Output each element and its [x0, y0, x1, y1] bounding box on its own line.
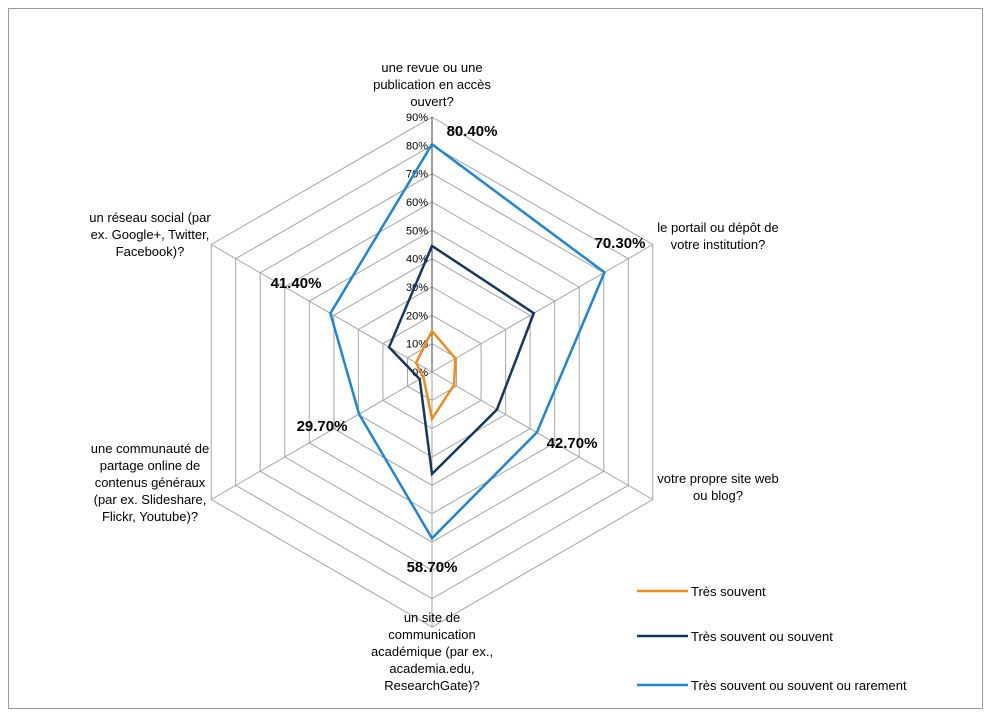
axis-label-line: ex. Google+, Twitter,: [91, 227, 210, 242]
axis-labels: une revue ou une publication en accès ouve…: [89, 60, 778, 693]
axis-label-line: un réseau social (par: [89, 210, 211, 225]
axis-label-line: ouvert?: [410, 94, 453, 109]
axis-label-line: partage online de: [100, 458, 200, 473]
axis-label-line: le portail ou dépôt de: [657, 220, 778, 235]
data-label: 29.70%: [297, 418, 348, 435]
radar-series: [329, 142, 607, 541]
data-label: 58.70%: [407, 559, 458, 576]
data-label: 70.30%: [595, 235, 646, 252]
grid-spoke: [210, 371, 433, 500]
legend-label: Très souvent: [691, 584, 766, 599]
axis-label: votre propre site web ou blog?: [657, 471, 778, 503]
axis-label-line: publication en accès: [373, 77, 491, 92]
data-labels: 80.40% 70.30% 42.70% 58.70% 29.70% 41.40%: [271, 123, 646, 576]
tick-label: 80%: [406, 140, 428, 152]
data-label: 41.40%: [271, 275, 322, 292]
axis-label-line: Facebook)?: [116, 244, 185, 259]
grid-spoke: [431, 244, 654, 373]
axis-label-line: ou blog?: [693, 488, 743, 503]
axis-label-line: une revue ou une: [381, 60, 482, 75]
axis-label: une revue ou une publication en accès ouve…: [373, 60, 491, 109]
axis-label: le portail ou dépôt de votre institution?: [657, 220, 778, 252]
axis-label-line: votre propre site web: [657, 471, 778, 486]
axis-label-line: un site de: [404, 610, 460, 625]
axis-label-line: contenus généraux: [95, 475, 206, 490]
tick-label: 30%: [406, 282, 428, 294]
data-label: 42.70%: [547, 435, 598, 452]
axis-label-line: academia.edu,: [389, 661, 474, 676]
series-line: [387, 244, 536, 477]
series-line: [329, 142, 607, 541]
tick-label: 50%: [406, 225, 428, 237]
axis-label-line: (par ex. Slideshare,: [94, 492, 207, 507]
tick-label: 60%: [406, 197, 428, 209]
axis-label-line: académique (par ex.,: [371, 644, 493, 659]
series-line: [414, 328, 457, 423]
tick-label: 40%: [406, 254, 428, 266]
legend-label: Très souvent ou souvent: [691, 629, 833, 644]
axis-label: une communauté de partage online de conten…: [91, 441, 210, 524]
radar-grid: [210, 116, 654, 628]
axis-label-line: ResearchGate)?: [384, 678, 479, 693]
axis-label-line: communication: [388, 627, 475, 642]
tick-label: 90%: [406, 112, 428, 124]
tick-label: 20%: [406, 310, 428, 322]
grid-spoke: [431, 371, 654, 500]
data-label: 80.40%: [447, 123, 498, 140]
chart-border: [8, 8, 983, 709]
axis-label: un réseau social (par ex. Google+, Twitte…: [89, 210, 211, 259]
axis-label: un site de communication académique (par e…: [371, 610, 493, 693]
legend-label: Très souvent ou souvent ou rarement: [691, 678, 907, 693]
grid-spoke: [210, 244, 433, 373]
legend: Très souvent Très souvent ou souvent Très …: [637, 584, 907, 693]
axis-label-line: votre institution?: [671, 237, 766, 252]
axis-label-line: une communauté de: [91, 441, 210, 456]
axis-label-line: Flickr, Youtube)?: [102, 509, 198, 524]
